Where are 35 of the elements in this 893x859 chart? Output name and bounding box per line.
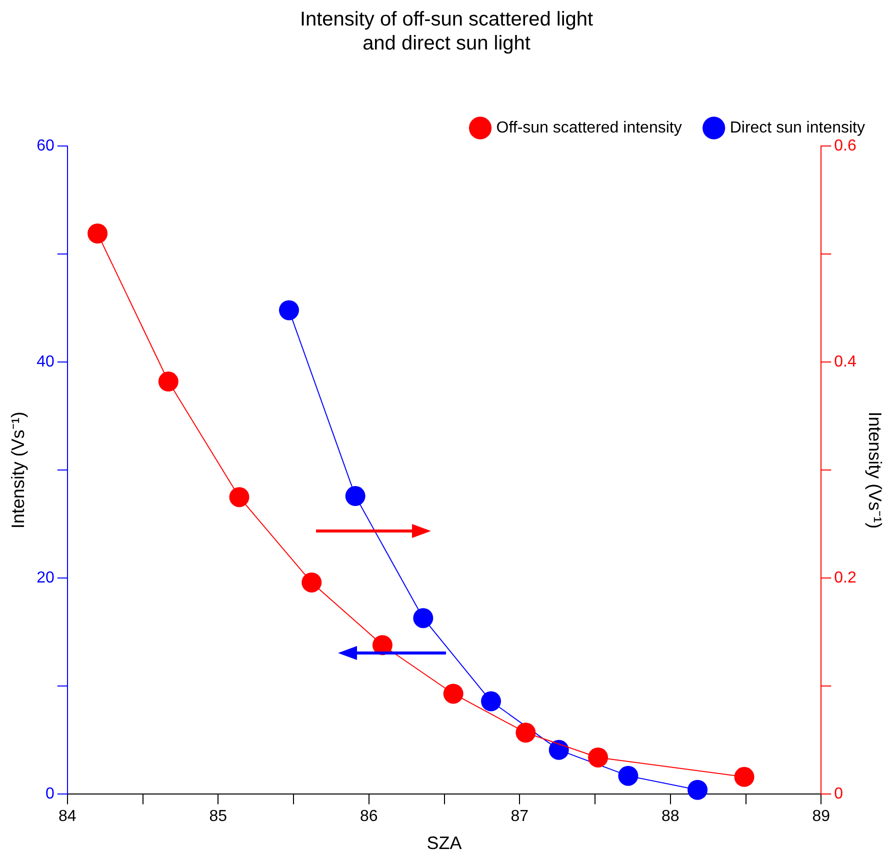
x-tick-label: 84 (58, 808, 76, 826)
y2-tick-label: 0.6 (834, 137, 856, 154)
point (443, 684, 464, 704)
point (548, 740, 569, 760)
x-tick-label: 86 (360, 808, 378, 826)
point (88, 224, 108, 244)
point (279, 300, 300, 320)
y2-tick-label: 0 (834, 786, 844, 803)
point (413, 608, 434, 628)
y2-tick-label: 0.4 (834, 353, 856, 370)
point (516, 722, 536, 743)
y2-tick-label: 0.2 (834, 570, 856, 587)
y-tick-label: 40 (36, 353, 54, 370)
chart-title: Intensity of off-sun scattered light and direct sun light (300, 8, 594, 55)
x-axis-title: SZA (426, 833, 462, 854)
point (302, 572, 322, 592)
y-axis-title: Intensity (Vs⁻¹) (8, 412, 28, 529)
point (345, 486, 366, 506)
point (158, 372, 178, 392)
legend-label: Direct sun intensity (730, 119, 866, 136)
point (588, 747, 608, 768)
point (734, 766, 754, 787)
legend-label: Off-sun scattered intensity (496, 119, 682, 136)
point (229, 487, 250, 508)
x-tick-label: 88 (662, 808, 680, 826)
y-tick-label: 60 (36, 137, 54, 154)
y2-axis-title: Intensity (Vs⁻¹) (865, 412, 886, 529)
point (688, 780, 708, 800)
point (618, 766, 638, 786)
y-tick-label: 0 (45, 786, 54, 803)
point (481, 691, 502, 712)
x-tick-label: 87 (510, 808, 529, 826)
x-tick-label: 89 (812, 808, 830, 826)
y-tick-label: 20 (36, 570, 54, 587)
x-tick-label: 85 (209, 808, 228, 826)
